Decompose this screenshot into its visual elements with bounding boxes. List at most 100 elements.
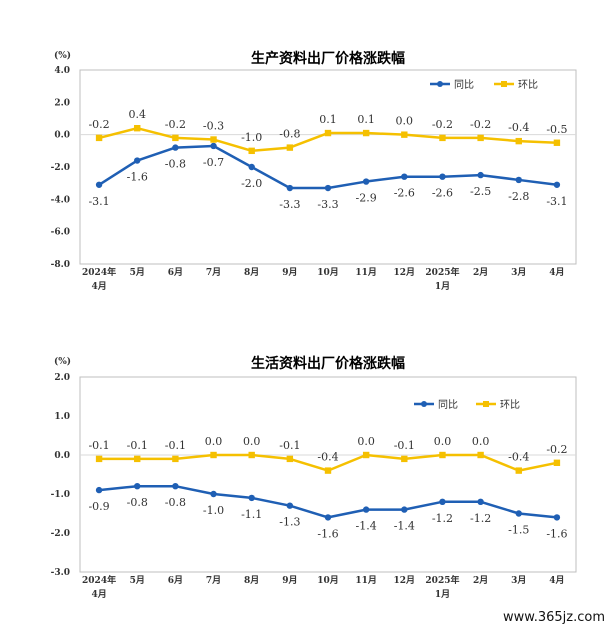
data-label-yoy: -1.6	[317, 527, 338, 540]
point-mom	[134, 125, 141, 132]
data-label-mom: -0.1	[88, 439, 109, 452]
data-label-yoy: -1.6	[546, 527, 567, 540]
x-tick-label: 2025年 1月	[425, 266, 459, 292]
legend-label: 环比	[500, 399, 520, 411]
data-label-yoy: -1.3	[279, 516, 300, 529]
point-mom	[95, 134, 103, 142]
point-mom	[95, 455, 103, 463]
data-label-mom: 0.0	[205, 435, 223, 448]
point-mom	[439, 134, 446, 142]
legend-marker	[483, 401, 489, 407]
point-mom	[477, 134, 484, 142]
x-tick-label: 9月	[282, 267, 297, 278]
y-tick-label: -2.0	[51, 163, 70, 173]
legend-marker	[437, 81, 443, 87]
point-yoy	[439, 498, 446, 505]
y-tick-label: -1.0	[51, 490, 70, 500]
point-mom	[401, 455, 408, 463]
point-yoy	[172, 144, 179, 151]
x-tick-label: 8月	[244, 575, 259, 586]
point-yoy	[477, 498, 484, 505]
point-mom	[286, 144, 294, 151]
point-yoy	[401, 173, 408, 180]
data-label-yoy: -3.3	[317, 198, 338, 211]
data-label-yoy: -0.9	[88, 500, 109, 513]
y-tick-label: 4.0	[54, 66, 70, 76]
data-label-yoy: -1.5	[508, 524, 529, 537]
plot-area	[79, 69, 577, 265]
point-yoy	[324, 184, 332, 192]
legend-marker	[501, 81, 507, 87]
y-tick-label: 2.0	[54, 98, 70, 108]
x-tick-label: 7月	[206, 575, 221, 586]
point-mom	[515, 137, 522, 145]
x-tick-label: 6月	[168, 575, 183, 586]
data-label-yoy: -3.3	[279, 198, 300, 211]
point-yoy	[401, 506, 408, 513]
x-tick-label: 2025年 1月	[425, 574, 459, 600]
point-mom	[401, 131, 408, 138]
data-label-mom: -0.2	[88, 118, 109, 131]
point-yoy	[362, 506, 370, 513]
point-mom	[210, 136, 217, 143]
chart-1: 生产资料出厂价格涨跌幅 (%) 4.0 2.0 0.0 -2.0 -4.0 -6.0 -8.0 2…	[51, 50, 577, 292]
point-mom	[324, 467, 332, 474]
data-label-mom: -0.4	[508, 121, 529, 134]
data-label-yoy: -2.8	[508, 190, 529, 203]
y-tick-label: -3.0	[51, 568, 70, 578]
data-label-mom: 0.1	[357, 113, 375, 126]
point-yoy	[553, 181, 561, 188]
y-tick-label: 0.0	[54, 451, 70, 461]
data-label-mom: -1.0	[241, 131, 262, 144]
x-tick-label: 7月	[206, 267, 221, 278]
point-yoy	[553, 514, 561, 521]
x-tick-label: 9月	[282, 575, 297, 586]
y-unit-label: (%)	[54, 356, 71, 367]
point-yoy	[95, 181, 103, 188]
watermark: www.365jz.com	[503, 610, 605, 625]
chart-2: 生活资料出厂价格涨跌幅 (%) 2.0 1.0 0.0 -1.0 -2.0 -3.0 2024年…	[51, 355, 577, 600]
point-mom	[286, 455, 294, 463]
point-mom	[248, 147, 255, 155]
x-tick-label: 12月	[394, 267, 416, 278]
point-yoy	[515, 176, 522, 184]
point-yoy	[248, 163, 255, 171]
data-label-mom: -0.1	[165, 439, 186, 452]
data-label-yoy: -2.6	[394, 187, 415, 200]
data-label-yoy: -2.6	[432, 187, 453, 200]
data-label-mom: -0.1	[279, 439, 300, 452]
x-tick-label: 8月	[244, 267, 259, 278]
data-label-mom: -0.1	[394, 439, 415, 452]
point-mom	[362, 451, 370, 459]
data-label-mom: 0.0	[434, 435, 452, 448]
data-label-yoy: -3.1	[546, 195, 567, 208]
x-tick-label: 2月	[473, 575, 488, 586]
point-yoy	[210, 490, 217, 498]
x-tick-label: 2024年 4月	[82, 574, 116, 600]
x-tick-label: 2024年 4月	[82, 266, 116, 292]
y-tick-label: 2.0	[54, 373, 70, 383]
point-mom	[477, 451, 484, 459]
x-tick-label: 3月	[511, 267, 526, 278]
legend-label: 同比	[438, 399, 458, 411]
x-tick-label: 12月	[394, 575, 416, 586]
data-label-yoy: -1.4	[394, 520, 415, 533]
point-mom	[172, 134, 179, 142]
y-tick-label: 0.0	[54, 131, 70, 141]
data-label-mom: 0.0	[472, 435, 490, 448]
data-label-mom: 0.0	[243, 435, 261, 448]
data-label-yoy: -0.8	[165, 496, 186, 509]
data-label-yoy: -0.8	[127, 496, 148, 509]
data-label-yoy: -0.7	[203, 156, 224, 169]
y-tick-label: -2.0	[51, 529, 70, 539]
point-mom	[553, 459, 561, 466]
legend-label: 同比	[454, 79, 474, 91]
point-yoy	[439, 173, 446, 180]
point-yoy	[324, 514, 332, 521]
point-yoy	[286, 184, 294, 192]
data-label-yoy: -1.1	[241, 508, 262, 521]
data-label-mom: -0.2	[165, 118, 186, 131]
x-tick-label: 3月	[511, 575, 526, 586]
y-tick-label: -6.0	[51, 228, 70, 238]
y-tick-label: -8.0	[51, 260, 70, 270]
